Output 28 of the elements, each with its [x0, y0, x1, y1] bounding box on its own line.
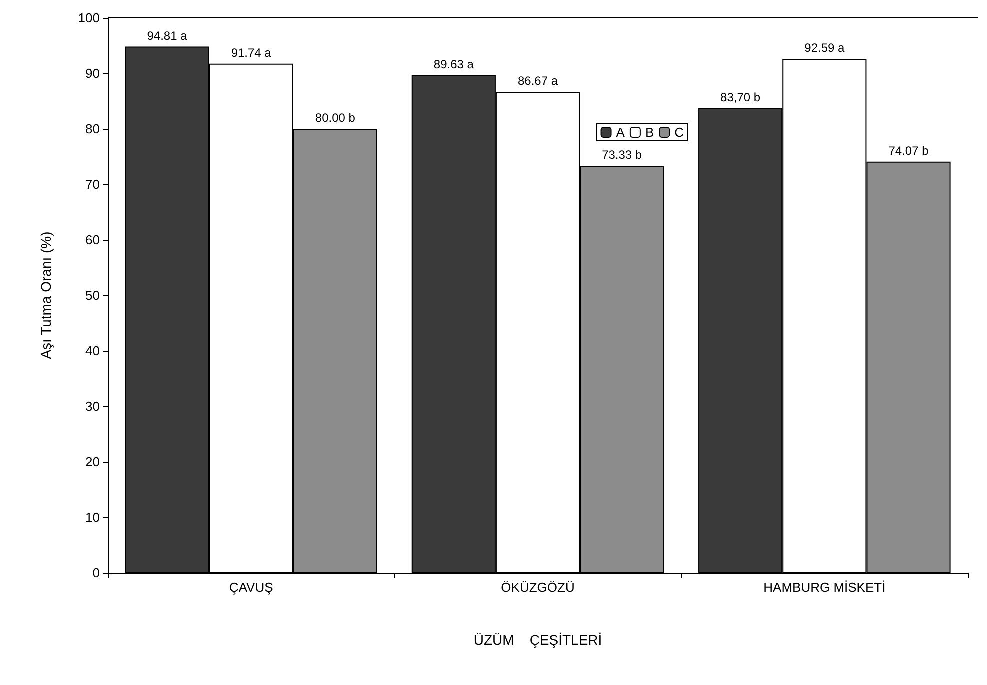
- data-label: 94.81 a: [147, 28, 188, 43]
- y-tick-label: 20: [86, 454, 100, 470]
- data-label: 91.74 a: [231, 46, 272, 60]
- y-tick-label: 70: [86, 177, 100, 192]
- x-axis-title: ÜZÜM ÇEŞİTLERİ: [474, 632, 602, 648]
- data-label: 83,70 b: [720, 90, 761, 104]
- y-tick-label: 50: [86, 288, 100, 303]
- legend-label: B: [645, 125, 654, 140]
- legend-label: A: [616, 125, 626, 140]
- data-label: 74.07 b: [888, 144, 930, 158]
- data-label: 73.33 b: [602, 148, 642, 162]
- x-tick-label: ÇAVUŞ: [229, 580, 274, 595]
- y-tick-label: 100: [78, 10, 100, 26]
- data-label: 80.00 b: [315, 111, 356, 125]
- y-tick-label: 40: [86, 344, 100, 358]
- y-tick-label: 0: [92, 566, 100, 580]
- x-tick-label: ÖKÜZGÖZÜ: [501, 580, 575, 595]
- x-tick-label: HAMBURG MİSKETİ: [764, 580, 886, 595]
- y-tick-label: 80: [86, 122, 100, 136]
- legend-label: C: [674, 125, 684, 140]
- data-label: 86.67 a: [518, 74, 558, 88]
- y-tick-label: 10: [86, 510, 100, 525]
- y-tick-label: 30: [86, 399, 100, 414]
- data-label: 92.59 a: [804, 41, 846, 56]
- y-axis-title: Aşı Tutma Oranı (%): [38, 232, 54, 360]
- data-label: 89.63 a: [434, 58, 474, 72]
- y-tick-label: 60: [86, 232, 100, 248]
- y-tick-label: 90: [86, 66, 100, 81]
